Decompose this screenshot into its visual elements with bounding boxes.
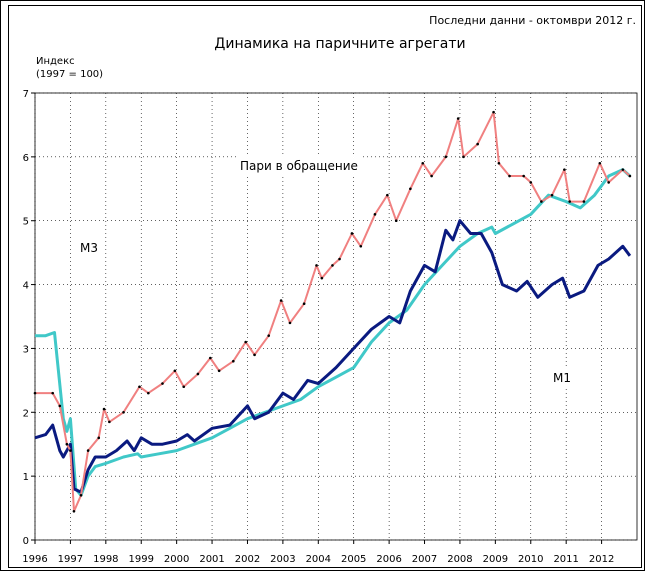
series-marker xyxy=(279,299,283,302)
subtitle: Последни данни - октомври 2012 г. xyxy=(429,14,636,27)
series-marker xyxy=(69,449,72,452)
series-marker xyxy=(208,356,212,360)
y-tick-label: 2 xyxy=(23,408,29,419)
y-axis-label: Индекс xyxy=(36,56,75,67)
series-marker xyxy=(598,161,602,165)
series-marker xyxy=(51,391,55,395)
y-tick-label: 7 xyxy=(23,89,29,100)
series-marker xyxy=(529,181,533,184)
series-marker xyxy=(338,257,341,261)
series-marker xyxy=(196,372,200,376)
x-tick-label: 2003 xyxy=(270,554,295,565)
series-marker xyxy=(244,340,247,344)
x-tick-label: 1998 xyxy=(93,554,118,565)
y-tick-label: 6 xyxy=(23,153,29,164)
series-marker xyxy=(232,359,235,363)
y-tick-label: 3 xyxy=(23,344,29,355)
series-marker xyxy=(373,213,377,216)
x-tick-label: 2010 xyxy=(518,554,543,565)
series-marker xyxy=(302,302,306,306)
series-marker xyxy=(508,174,511,178)
x-tick-label: 1996 xyxy=(22,554,47,565)
series-marker xyxy=(607,181,610,184)
series-marker xyxy=(621,168,625,171)
series-marker xyxy=(550,193,554,197)
series-label: M3 xyxy=(80,241,98,255)
series-label: M1 xyxy=(553,371,571,385)
series-marker xyxy=(350,232,354,235)
y-axis-label: (1997 = 100) xyxy=(36,69,103,80)
series-marker xyxy=(108,420,111,424)
x-tick-label: 2002 xyxy=(235,554,260,565)
series-marker xyxy=(430,174,433,178)
x-tick-label: 2009 xyxy=(483,554,508,565)
series-marker xyxy=(79,494,83,497)
series-marker xyxy=(33,391,37,395)
x-tick-label: 2004 xyxy=(306,554,331,565)
x-tick-label: 1997 xyxy=(58,554,83,565)
series-marker xyxy=(492,110,495,114)
series-marker xyxy=(462,155,465,159)
series-marker xyxy=(97,436,101,440)
series-marker xyxy=(161,382,164,385)
series-marker xyxy=(267,334,271,337)
series-label: Пари в обращение xyxy=(240,159,358,173)
x-tick-label: 2006 xyxy=(376,554,401,565)
x-tick-label: 2008 xyxy=(447,554,472,565)
x-tick-label: 2012 xyxy=(589,554,614,565)
series-marker xyxy=(320,276,324,280)
x-tick-label: 2007 xyxy=(412,554,437,565)
series-marker xyxy=(409,187,412,191)
series-marker xyxy=(288,321,292,325)
series-marker xyxy=(58,404,62,408)
series-marker xyxy=(386,193,389,197)
series-marker xyxy=(217,369,221,373)
series-marker xyxy=(122,410,125,414)
series-marker xyxy=(497,161,501,165)
series-marker xyxy=(421,161,425,165)
x-tick-label: 2001 xyxy=(199,554,224,565)
series-label-bg xyxy=(549,368,575,388)
series-marker xyxy=(568,200,572,203)
series-marker xyxy=(522,174,525,178)
series-marker xyxy=(86,449,90,452)
x-tick-label: 2000 xyxy=(164,554,189,565)
series-marker xyxy=(456,117,460,120)
y-tick-label: 0 xyxy=(23,536,29,547)
series-marker xyxy=(476,142,479,146)
series-marker xyxy=(147,391,150,395)
series-line xyxy=(34,219,632,494)
y-tick-label: 4 xyxy=(23,281,29,292)
series-marker xyxy=(563,168,566,171)
series-marker xyxy=(628,174,632,178)
series-marker xyxy=(394,219,398,223)
x-tick-label: 2005 xyxy=(341,554,366,565)
series-marker xyxy=(173,369,177,373)
series-marker xyxy=(138,385,141,389)
series-label-bg xyxy=(76,238,102,258)
series-marker xyxy=(582,200,586,203)
series-marker xyxy=(359,244,363,248)
series-marker xyxy=(102,407,106,411)
series-marker xyxy=(253,353,256,357)
series-marker xyxy=(65,442,69,446)
x-tick-label: 1999 xyxy=(129,554,154,565)
series-marker xyxy=(72,509,76,513)
series-marker xyxy=(331,264,334,267)
x-tick-label: 2011 xyxy=(553,554,578,565)
chart-title: Динамика на паричните агрегати xyxy=(214,36,465,52)
series-marker xyxy=(315,264,318,267)
series-marker xyxy=(540,200,543,203)
series-label-bg xyxy=(236,156,362,176)
y-tick-label: 1 xyxy=(23,472,29,483)
y-tick-label: 5 xyxy=(23,217,29,228)
inner-frame xyxy=(8,5,642,568)
series-marker xyxy=(444,155,448,159)
series-marker xyxy=(182,385,186,389)
